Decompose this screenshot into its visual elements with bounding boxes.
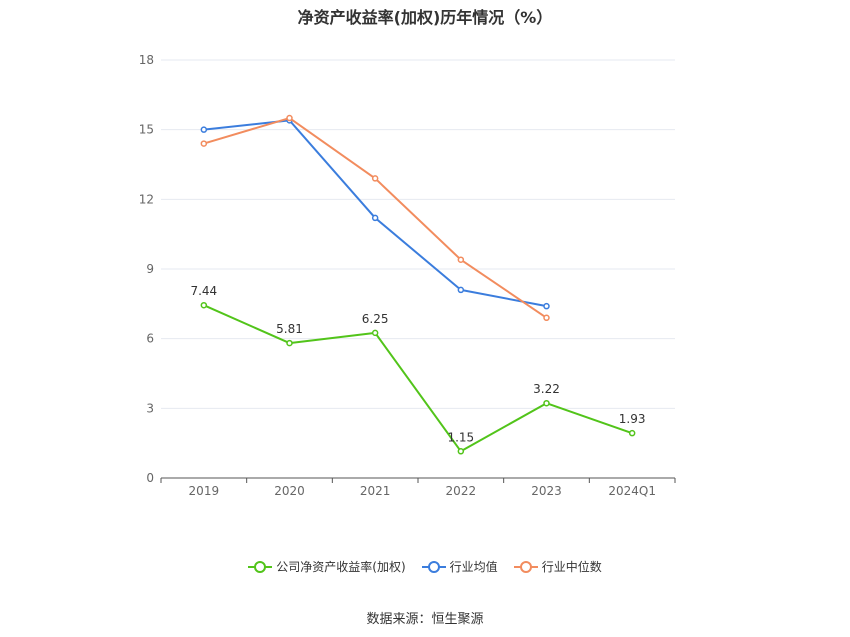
data-label: 1.93	[619, 412, 646, 426]
data-label: 1.15	[447, 430, 474, 444]
data-point	[200, 301, 208, 309]
series-line	[203, 119, 547, 308]
y-tick-label: 12	[139, 192, 154, 206]
legend-marker-icon	[248, 560, 273, 573]
data-point	[371, 175, 379, 182]
data-point	[628, 429, 636, 437]
legend-label: 行业均值	[449, 560, 498, 574]
y-tick-label: 15	[139, 123, 154, 137]
x-tick-label: 2022	[446, 484, 477, 498]
data-label: 3.22	[533, 382, 560, 396]
legend-item[interactable]: 行业均值	[421, 558, 498, 575]
x-tick-label: 2020	[274, 484, 305, 498]
y-tick-label: 3	[146, 401, 154, 415]
y-tick-label: 18	[139, 53, 154, 67]
y-tick-label: 6	[146, 332, 154, 346]
data-source: 数据来源：恒生聚源	[366, 612, 484, 627]
data-point	[457, 448, 465, 455]
data-point	[543, 314, 550, 322]
legend-item[interactable]: 行业中位数	[513, 558, 602, 575]
data-point	[286, 114, 293, 122]
x-tick-label: 2019	[189, 484, 220, 498]
x-tick-label: 2024Q1	[608, 484, 656, 498]
legend-label: 公司净资产收益率(加权)	[276, 560, 406, 574]
data-label: 5.81	[276, 322, 303, 336]
x-tick-label: 2023	[531, 484, 562, 498]
data-point	[371, 214, 379, 222]
chart-title: 净资产收益率(加权)历年情况（%）	[297, 8, 553, 27]
legend-item[interactable]: 公司净资产收益率(加权)	[248, 558, 406, 575]
data-point	[543, 302, 550, 310]
series-line	[203, 304, 633, 453]
y-tick-label: 0	[146, 471, 154, 485]
legend: 公司净资产收益率(加权) 行业均值 行业中位数	[0, 558, 850, 575]
data-point	[200, 140, 208, 147]
data-label: 7.44	[190, 284, 217, 298]
x-tick-label: 2021	[360, 484, 391, 498]
legend-marker-icon	[513, 560, 538, 573]
data-point	[286, 339, 293, 347]
legend-label: 行业中位数	[541, 560, 602, 574]
data-point	[371, 329, 379, 337]
y-tick-label: 9	[146, 262, 154, 276]
legend-marker-icon	[421, 560, 446, 573]
data-point	[543, 399, 550, 407]
data-point	[200, 126, 208, 133]
data-point	[457, 256, 465, 263]
data-label: 6.25	[362, 312, 389, 326]
data-point	[457, 286, 465, 294]
